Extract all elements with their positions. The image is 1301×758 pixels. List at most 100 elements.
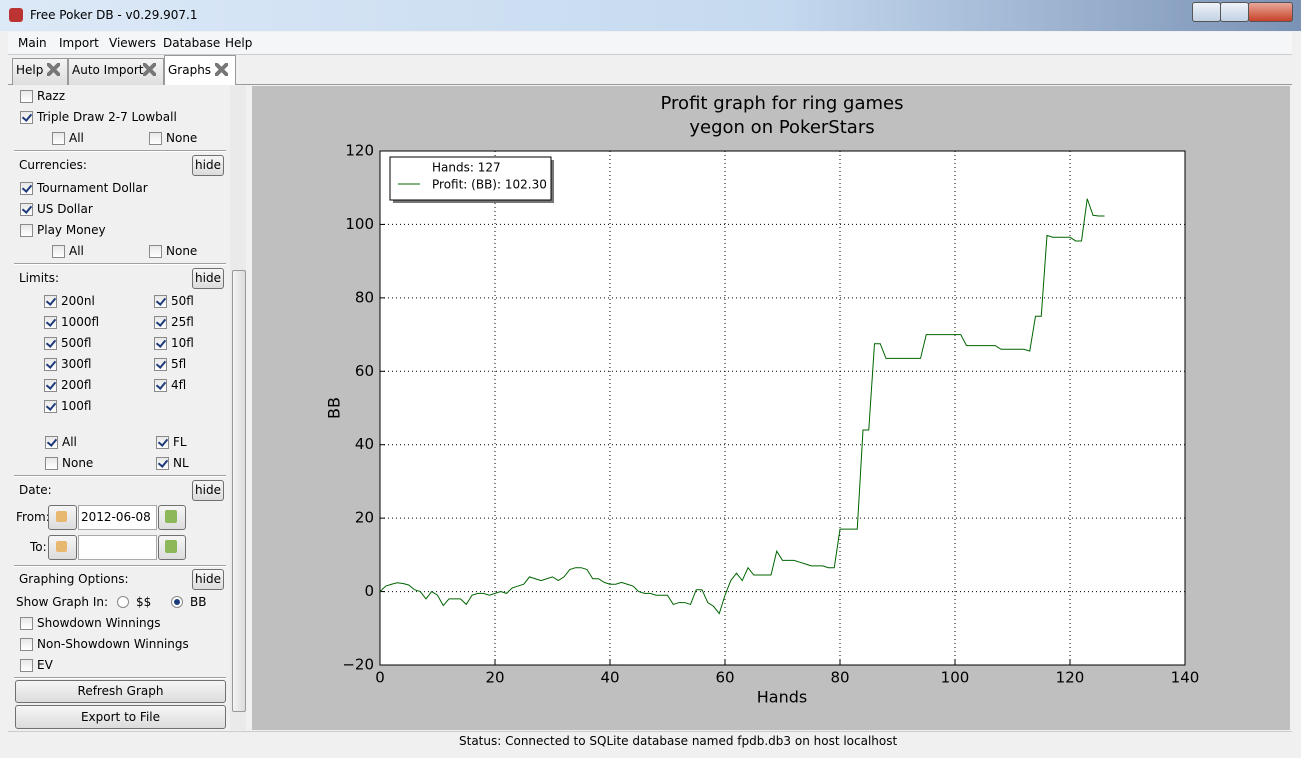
- clear-button[interactable]: [158, 505, 186, 530]
- check-mark: [45, 316, 57, 327]
- checkbox[interactable]: [45, 436, 58, 449]
- checkbox[interactable]: [156, 436, 169, 449]
- tab-close-icon[interactable]: [47, 63, 60, 76]
- x-tick-label: 140: [1171, 669, 1200, 687]
- menu-bar: [8, 32, 1292, 55]
- radio-button[interactable]: [117, 596, 129, 608]
- checkbox-label[interactable]: 200fl: [61, 378, 92, 392]
- checkbox[interactable]: [154, 295, 167, 308]
- hide-button[interactable]: hide: [192, 268, 224, 289]
- checkbox[interactable]: [154, 337, 167, 350]
- menu-item[interactable]: Main: [18, 36, 47, 50]
- checkbox-label[interactable]: 300fl: [61, 357, 92, 371]
- separator: [14, 475, 226, 477]
- checkbox-label[interactable]: 4fl: [171, 378, 187, 392]
- tab-label[interactable]: Auto Import: [72, 63, 144, 77]
- checkbox[interactable]: [44, 295, 57, 308]
- checkbox[interactable]: [149, 132, 162, 145]
- check-mark: [155, 358, 167, 369]
- check-mark: [157, 436, 169, 447]
- separator: [14, 565, 226, 567]
- checkbox-label[interactable]: Triple Draw 2-7 Lowball: [37, 110, 177, 124]
- tab-label[interactable]: Help: [16, 63, 44, 77]
- plot-area: [379, 150, 1186, 666]
- checkbox[interactable]: [149, 245, 162, 258]
- menu-item[interactable]: Import: [59, 36, 99, 50]
- tab-close-icon[interactable]: [215, 63, 228, 76]
- checkbox[interactable]: [44, 316, 57, 329]
- close-button[interactable]: [1248, 2, 1293, 22]
- checkbox[interactable]: [20, 638, 33, 651]
- checkbox[interactable]: [20, 224, 33, 237]
- checkbox-label[interactable]: All: [62, 435, 77, 449]
- checkbox[interactable]: [20, 659, 33, 672]
- checkbox-label[interactable]: NL: [173, 456, 189, 470]
- checkbox-label[interactable]: None: [166, 131, 198, 145]
- check-mark: [21, 182, 33, 193]
- checkbox[interactable]: [20, 90, 33, 103]
- checkbox[interactable]: [44, 400, 57, 413]
- status-bar: [8, 731, 1292, 752]
- checkbox-label[interactable]: US Dollar: [37, 202, 93, 216]
- checkbox[interactable]: [156, 457, 169, 470]
- checkbox-label[interactable]: 100fl: [61, 399, 92, 413]
- checkbox-label[interactable]: Non-Showdown Winnings: [37, 637, 189, 651]
- y-axis-label: BB: [325, 397, 344, 419]
- checkbox[interactable]: [20, 111, 33, 124]
- date-input[interactable]: [78, 535, 157, 560]
- checkbox[interactable]: [154, 358, 167, 371]
- checkbox-label[interactable]: None: [166, 244, 198, 258]
- checkbox-label[interactable]: EV: [37, 658, 53, 672]
- legend: [389, 156, 552, 201]
- checkbox[interactable]: [44, 337, 57, 350]
- checkbox-label[interactable]: Play Money: [37, 223, 106, 237]
- checkbox-label[interactable]: 10fl: [171, 336, 194, 350]
- checkbox[interactable]: [154, 316, 167, 329]
- radio-label[interactable]: BB: [190, 595, 207, 609]
- y-tick-label: 60: [355, 362, 374, 380]
- hide-button[interactable]: hide: [192, 155, 224, 176]
- checkbox-label[interactable]: 500fl: [61, 336, 92, 350]
- scroll-thumb[interactable]: [232, 270, 246, 712]
- checkbox[interactable]: [20, 617, 33, 630]
- checkbox[interactable]: [20, 203, 33, 216]
- checkbox-label[interactable]: Tournament Dollar: [37, 181, 148, 195]
- checkbox-label[interactable]: None: [62, 456, 94, 470]
- radio-label[interactable]: $$: [136, 595, 152, 609]
- hide-button[interactable]: hide: [192, 480, 224, 501]
- checkbox-label[interactable]: Showdown Winnings: [37, 616, 161, 630]
- from-label: From:: [16, 510, 50, 524]
- checkbox[interactable]: [20, 182, 33, 195]
- checkbox-label[interactable]: 1000fl: [61, 315, 100, 329]
- checkbox[interactable]: [44, 379, 57, 392]
- menu-item[interactable]: Viewers: [109, 36, 157, 50]
- section-title: Limits:: [19, 271, 60, 285]
- checkbox-label[interactable]: 5fl: [171, 357, 187, 371]
- checkbox[interactable]: [45, 457, 58, 470]
- section-title: Date:: [19, 483, 52, 497]
- checkbox-label[interactable]: All: [69, 131, 84, 145]
- hide-button[interactable]: hide: [192, 569, 224, 590]
- checkbox-label[interactable]: 50fl: [171, 294, 194, 308]
- checkbox[interactable]: [44, 358, 57, 371]
- menu-item[interactable]: Database: [163, 36, 221, 50]
- checkbox-label[interactable]: 25fl: [171, 315, 194, 329]
- menu-item[interactable]: Help: [225, 36, 253, 50]
- action-button[interactable]: Export to File: [15, 705, 226, 729]
- tab-label[interactable]: Graphs: [168, 63, 212, 77]
- checkbox-label[interactable]: All: [69, 244, 84, 258]
- checkbox-label[interactable]: FL: [173, 435, 187, 449]
- action-button[interactable]: Refresh Graph: [15, 680, 226, 703]
- checkbox[interactable]: [154, 379, 167, 392]
- tab-close-icon[interactable]: [143, 63, 156, 76]
- check-mark: [45, 379, 57, 390]
- date-input[interactable]: [78, 505, 157, 530]
- radio-button[interactable]: [171, 596, 183, 608]
- checkbox-label[interactable]: Razz: [37, 89, 66, 103]
- app-icon: [9, 8, 23, 22]
- checkbox-label[interactable]: 200nl: [61, 294, 95, 308]
- checkbox[interactable]: [52, 245, 65, 258]
- checkbox[interactable]: [52, 132, 65, 145]
- from-date-value[interactable]: 2012-06-08: [81, 510, 151, 524]
